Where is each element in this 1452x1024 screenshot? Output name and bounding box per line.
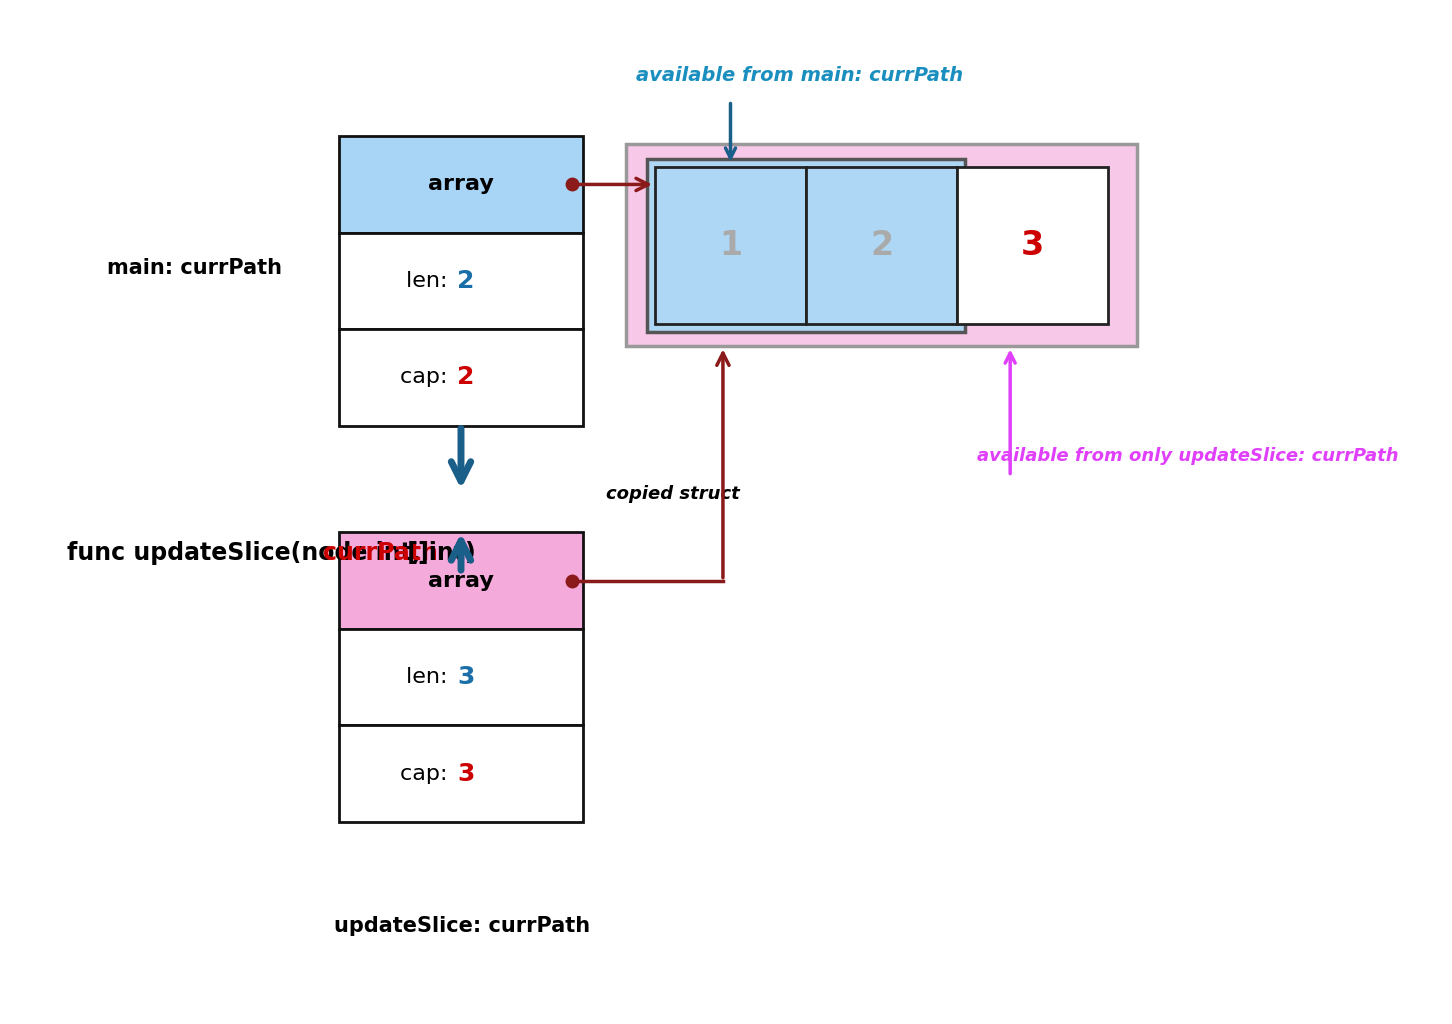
Text: 1: 1 bbox=[719, 229, 742, 262]
Text: currPath: currPath bbox=[322, 541, 437, 564]
Text: 2: 2 bbox=[457, 269, 475, 293]
Bar bbox=[340, 329, 582, 426]
Text: len:: len: bbox=[405, 271, 454, 291]
Text: available from only updateSlice: currPath: available from only updateSlice: currPat… bbox=[977, 447, 1398, 465]
Text: array: array bbox=[428, 174, 494, 195]
Text: main: currPath: main: currPath bbox=[107, 258, 282, 279]
Bar bbox=[806, 167, 957, 325]
Bar bbox=[340, 532, 582, 629]
Text: cap:: cap: bbox=[399, 764, 454, 783]
Text: 2: 2 bbox=[457, 366, 475, 389]
Bar bbox=[340, 232, 582, 329]
Text: copied struct: copied struct bbox=[607, 484, 741, 503]
Bar bbox=[957, 167, 1108, 325]
Bar bbox=[655, 167, 806, 325]
Bar bbox=[340, 136, 582, 232]
Text: len:: len: bbox=[405, 667, 454, 687]
Text: array: array bbox=[428, 570, 494, 591]
Bar bbox=[648, 159, 966, 332]
Text: updateSlice: currPath: updateSlice: currPath bbox=[334, 916, 590, 936]
Text: func updateSlice(node int,: func updateSlice(node int, bbox=[67, 541, 430, 564]
Bar bbox=[340, 629, 582, 725]
Text: 2: 2 bbox=[870, 229, 893, 262]
Bar bbox=[340, 725, 582, 822]
Text: available from main: currPath: available from main: currPath bbox=[636, 66, 963, 85]
Text: cap:: cap: bbox=[399, 368, 454, 387]
Bar bbox=[626, 144, 1137, 346]
Text: 3: 3 bbox=[457, 665, 475, 689]
Text: []int): []int) bbox=[398, 541, 475, 564]
Text: 3: 3 bbox=[1021, 229, 1044, 262]
Text: 3: 3 bbox=[457, 762, 475, 785]
